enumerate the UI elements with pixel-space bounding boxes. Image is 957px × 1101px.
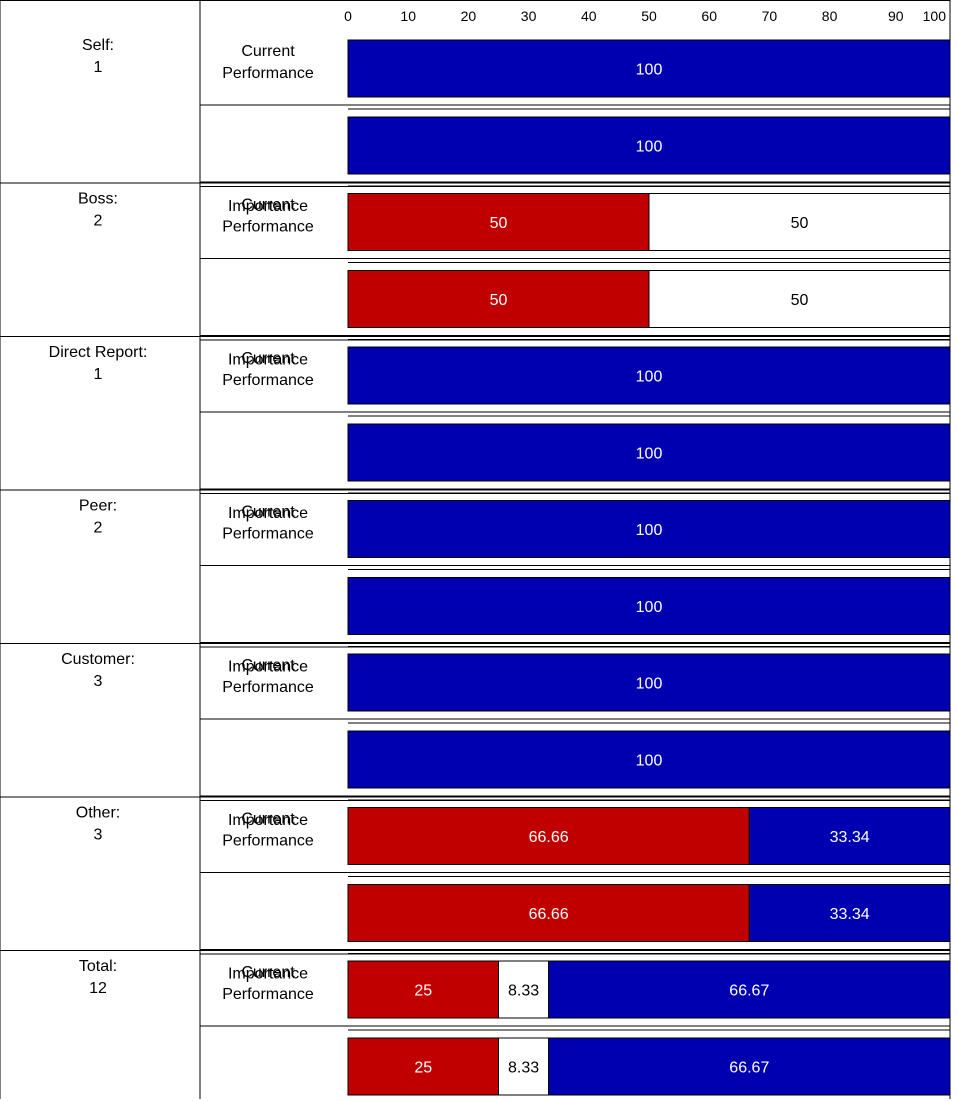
row-label: Current Performance [222, 43, 314, 82]
group-label: Peer: [79, 498, 117, 515]
x-tick-label: 30 [521, 8, 537, 24]
row-label: Current Performance [222, 657, 314, 696]
bar-data-label: 33.34 [830, 829, 870, 846]
bar-data-label: 66.66 [529, 829, 569, 846]
bar-segment [498, 960, 550, 1019]
bar-data-label: 8.33 [508, 983, 539, 1000]
x-tick-label: 80 [822, 8, 838, 24]
bar-data-label: 100 [636, 139, 663, 156]
bar-segment [548, 1037, 951, 1096]
bar-data-label: 50 [490, 292, 508, 309]
x-tick-label: 60 [701, 8, 717, 24]
bar-data-label: 100 [636, 676, 663, 693]
bar-data-label: 33.34 [830, 906, 870, 923]
bar-segment [347, 193, 650, 251]
row-label: Importance [228, 966, 308, 983]
bar-segment [347, 577, 951, 635]
group-label: Customer: [61, 651, 135, 668]
row-label: Current Performance [222, 964, 314, 1003]
bar-segment [748, 884, 951, 942]
bar-segment [347, 346, 951, 405]
group-label: Boss: [78, 191, 118, 208]
bar-segment [498, 1037, 550, 1096]
group-self: Self: 1 Current Performance Importance 100 100 [0, 37, 951, 215]
bar-data-label: 50 [791, 292, 809, 309]
bar-data-label: 66.66 [529, 906, 569, 923]
bar-segment [347, 39, 951, 98]
group-count: 2 [94, 520, 103, 537]
x-tick-label: 40 [581, 8, 597, 24]
x-tick-label: 90 [888, 8, 904, 24]
row-label: Importance [228, 198, 308, 215]
bar-data-label: 8.33 [508, 1060, 539, 1077]
bar-data-label: 50 [791, 215, 809, 232]
x-tick-label: 70 [762, 8, 778, 24]
group-count: 3 [94, 673, 103, 690]
bar-data-label: 100 [636, 753, 663, 770]
group-count: 3 [94, 827, 103, 844]
bar-data-label: 100 [636, 369, 663, 386]
x-tick-label: 50 [641, 8, 657, 24]
x-tick-label: 20 [461, 8, 477, 24]
bar-segment [347, 730, 951, 789]
bar-data-label: 50 [490, 215, 508, 232]
x-tick-label: 10 [400, 8, 416, 24]
row-label: Current Performance [222, 504, 314, 543]
row-label: Importance [228, 352, 308, 369]
bar-segment [347, 500, 951, 558]
x-tick-label: 0 [344, 8, 352, 24]
bar-segment [347, 1037, 499, 1096]
group-label: Direct Report: [49, 344, 148, 361]
bar-segment [648, 270, 951, 328]
bar-data-label: 100 [636, 599, 663, 616]
bar-data-label: 66.67 [729, 983, 769, 1000]
bar-data-label: 100 [636, 446, 663, 463]
bar-data-label: 25 [414, 983, 432, 1000]
bar-segment [347, 270, 650, 328]
group-label: Self: [82, 37, 114, 54]
group-count: 12 [89, 980, 107, 997]
row-label: Current Performance [222, 811, 314, 850]
bar-data-label: 100 [636, 62, 663, 79]
group-count: 2 [94, 213, 103, 230]
x-tick-label: 100 [923, 8, 947, 24]
bar-segment [347, 116, 951, 175]
bar-data-label: 66.67 [729, 1060, 769, 1077]
group-label: Total: [79, 958, 117, 975]
group-count: 1 [94, 366, 103, 383]
group-count: 1 [94, 59, 103, 76]
bar-segment [748, 807, 951, 865]
row-label: Current Performance [222, 197, 314, 236]
bar-segment [347, 960, 499, 1019]
group-label: Other: [76, 805, 120, 822]
bar-data-label: 25 [414, 1060, 432, 1077]
bar-segment [347, 423, 951, 482]
row-label: Current Performance [222, 350, 314, 389]
row-label: Importance [228, 659, 308, 676]
bar-segment [548, 960, 951, 1019]
bar-data-label: 100 [636, 522, 663, 539]
bar-segment [648, 193, 951, 251]
x-axis-ticks: 0 10 20 30 40 50 60 70 80 90 100 [344, 8, 946, 24]
row-label: Importance [228, 505, 308, 522]
row-label: Importance [228, 812, 308, 829]
bar-segment [347, 653, 951, 712]
bar-segment [347, 884, 750, 942]
